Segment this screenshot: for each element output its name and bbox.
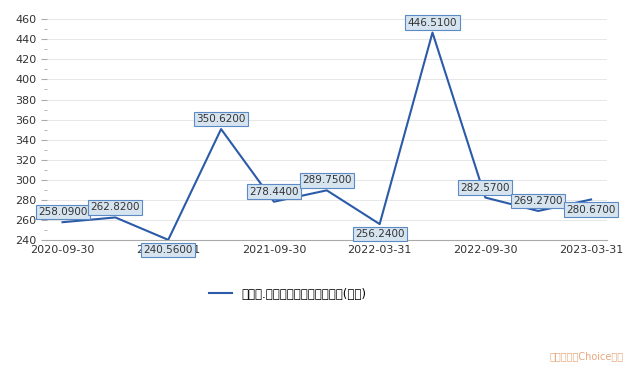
Text: 258.0900: 258.0900	[38, 207, 87, 217]
Text: 282.5700: 282.5700	[461, 182, 510, 193]
Text: 256.2400: 256.2400	[355, 229, 404, 239]
Text: 280.6700: 280.6700	[566, 204, 616, 215]
Text: 262.8200: 262.8200	[91, 203, 140, 212]
Text: 240.5600: 240.5600	[143, 245, 193, 255]
Text: 350.6200: 350.6200	[196, 114, 246, 124]
Text: 446.5100: 446.5100	[408, 18, 457, 27]
Text: 269.2700: 269.2700	[513, 196, 563, 206]
Text: 数据来源：Choice数据: 数据来源：Choice数据	[550, 351, 624, 361]
Text: 289.7500: 289.7500	[302, 175, 351, 185]
Text: 278.4400: 278.4400	[249, 187, 299, 197]
Legend: 单季度.归属母公司股东的净利润(亿元): 单季度.归属母公司股东的净利润(亿元)	[204, 283, 371, 306]
